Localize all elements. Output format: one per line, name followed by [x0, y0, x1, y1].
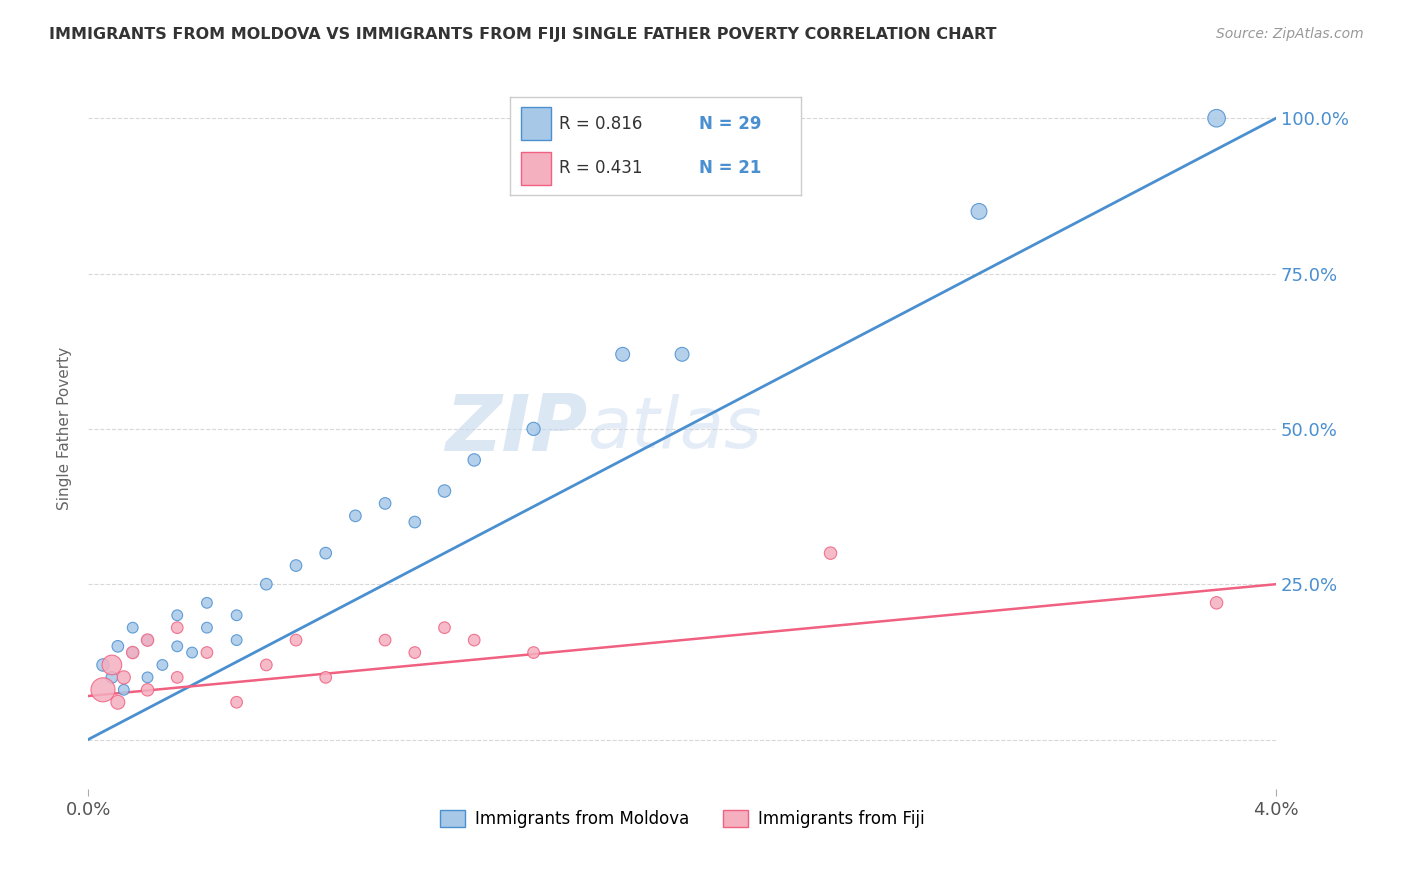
Point	[967, 204, 990, 219]
Point	[463, 453, 485, 467]
Point	[820, 546, 842, 560]
Point	[91, 682, 114, 697]
Point	[150, 657, 173, 672]
Point	[612, 347, 634, 361]
Point	[315, 670, 337, 684]
Point	[1205, 112, 1227, 126]
Point	[374, 496, 396, 510]
Point	[91, 657, 114, 672]
Point	[181, 646, 204, 660]
Point	[523, 646, 546, 660]
Point	[166, 608, 188, 623]
Point	[136, 670, 159, 684]
Point	[136, 682, 159, 697]
Point	[101, 657, 124, 672]
Point	[404, 646, 426, 660]
Point	[225, 633, 247, 648]
Point	[1205, 596, 1227, 610]
Point	[136, 633, 159, 648]
Point	[136, 633, 159, 648]
Point	[433, 621, 456, 635]
Point	[166, 640, 188, 654]
Point	[463, 633, 485, 648]
Point	[101, 670, 124, 684]
Point	[166, 621, 188, 635]
Legend: Immigrants from Moldova, Immigrants from Fiji: Immigrants from Moldova, Immigrants from…	[433, 804, 931, 835]
Point	[121, 646, 143, 660]
Point	[195, 646, 218, 660]
Point	[121, 646, 143, 660]
Point	[121, 621, 143, 635]
Point	[433, 483, 456, 498]
Point	[254, 657, 277, 672]
Point	[285, 558, 308, 573]
Point	[107, 695, 129, 709]
Text: Source: ZipAtlas.com: Source: ZipAtlas.com	[1216, 27, 1364, 41]
Point	[523, 422, 546, 436]
Point	[195, 596, 218, 610]
Y-axis label: Single Father Poverty: Single Father Poverty	[58, 347, 72, 510]
Text: IMMIGRANTS FROM MOLDOVA VS IMMIGRANTS FROM FIJI SINGLE FATHER POVERTY CORRELATIO: IMMIGRANTS FROM MOLDOVA VS IMMIGRANTS FR…	[49, 27, 997, 42]
Point	[254, 577, 277, 591]
Point	[112, 682, 135, 697]
Point	[315, 546, 337, 560]
Point	[112, 670, 135, 684]
Point	[344, 508, 367, 523]
Point	[166, 670, 188, 684]
Point	[225, 608, 247, 623]
Text: atlas: atlas	[588, 394, 762, 463]
Point	[671, 347, 693, 361]
Point	[404, 515, 426, 529]
Point	[225, 695, 247, 709]
Point	[374, 633, 396, 648]
Point	[107, 640, 129, 654]
Point	[195, 621, 218, 635]
Point	[285, 633, 308, 648]
Text: ZIP: ZIP	[444, 391, 588, 467]
